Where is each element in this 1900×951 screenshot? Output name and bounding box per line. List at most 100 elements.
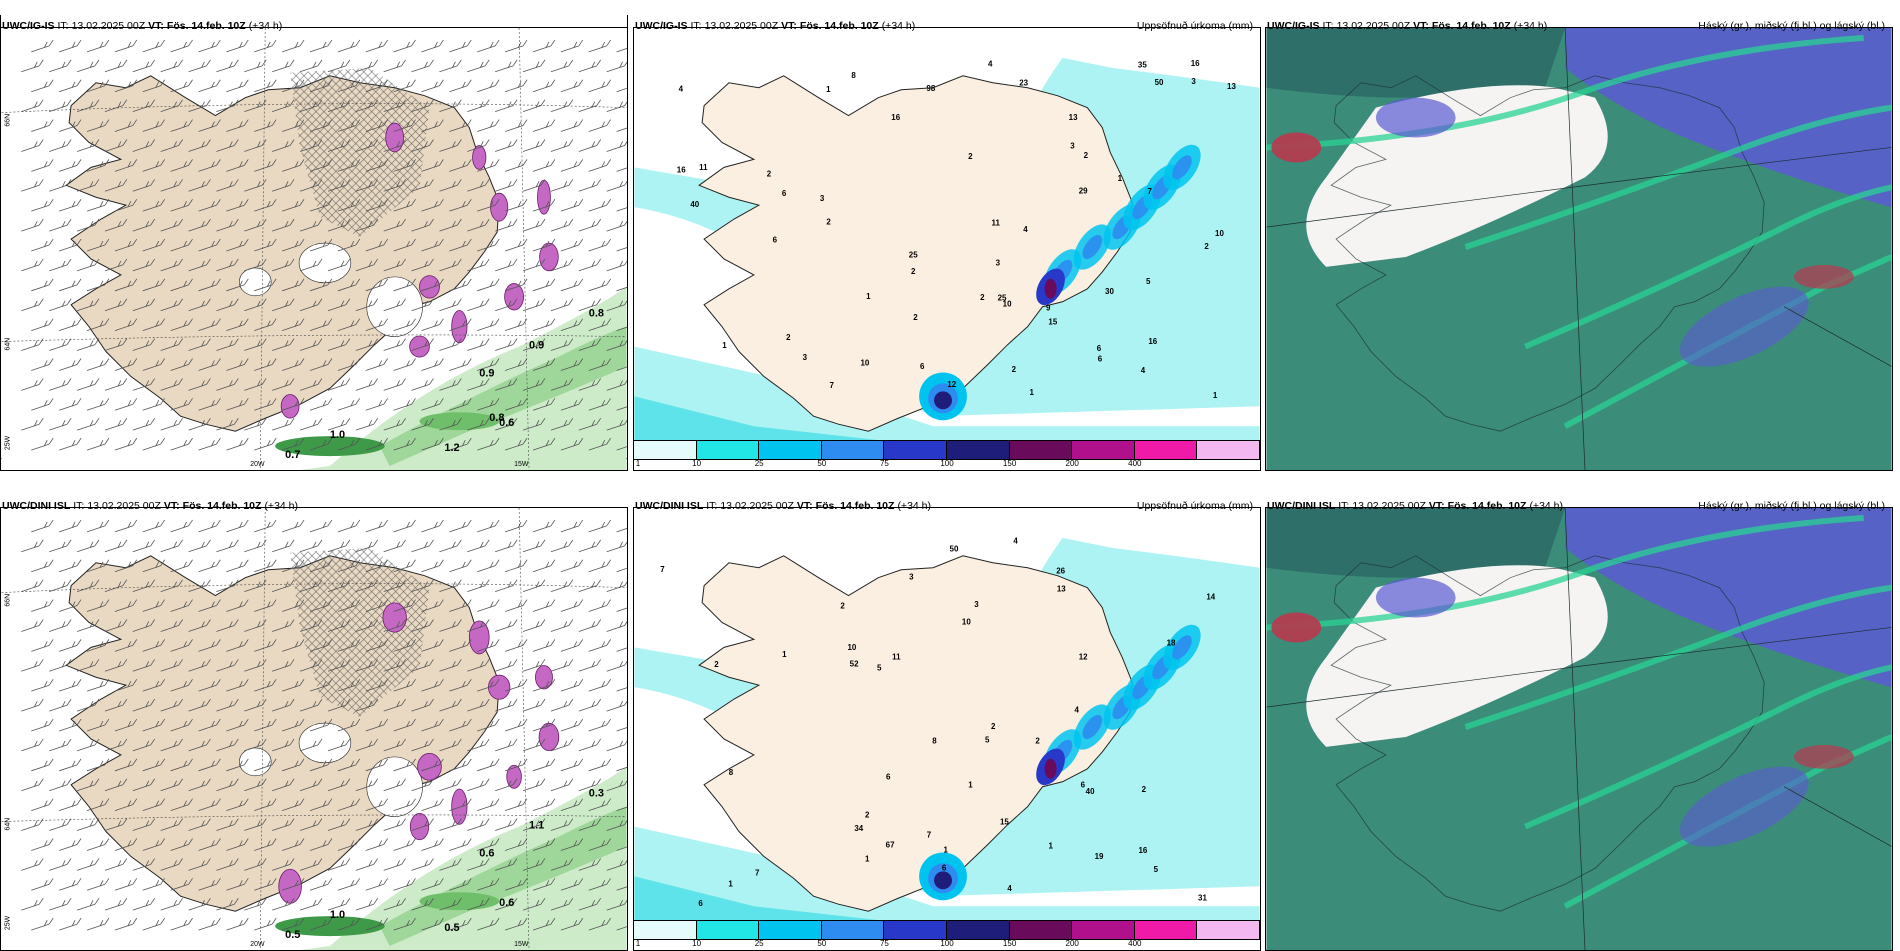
precip-value: 15: [1048, 317, 1057, 326]
header-run-time: 13.02.2025 00Z: [87, 500, 161, 512]
header-field-title: Háský (gr.), miðský (fj.bl.) og lágský (…: [1698, 20, 1885, 32]
precip-value: 15: [1000, 817, 1009, 826]
precip-value: 13: [1069, 113, 1078, 122]
header-run-prefix: IT:: [690, 20, 702, 32]
precip-value: 1: [728, 880, 733, 889]
precip-value: 4: [1007, 884, 1012, 893]
legend-tick: 1: [635, 459, 641, 468]
precip-value: 2: [826, 217, 831, 226]
precip-value: 11: [892, 653, 901, 662]
probability-label: 0.5: [444, 922, 459, 934]
header-model: UWC/IG-IS: [635, 20, 688, 32]
precip-value: 2: [968, 152, 973, 161]
precip-value: 7: [1148, 187, 1153, 196]
header-lead-time: (+34 h): [881, 20, 916, 32]
panel-precip-bottom: 1 2 2 1 3 4 16 26 19 34 31 52 67 50 1 10 6 8 8 14 7 7 6 2 40 13 11…: [633, 507, 1261, 951]
precip-value: 35: [1138, 60, 1147, 69]
legend-swatch: [821, 921, 885, 939]
header-lead-time: (+34 h): [248, 20, 283, 32]
precip-value: 3: [1070, 142, 1075, 151]
precip-value: 4: [1074, 706, 1079, 715]
precip-value: 25: [909, 251, 918, 260]
panel-wind-top: 20W 15W 66N 64N 25W 0.8 0.9 0.9 0.6 1.0 1.2 0.7 0.8: [0, 27, 628, 471]
precip-value: 1: [722, 341, 727, 350]
header-model: UWC/DINI ISL: [2, 500, 71, 512]
header-lead-time: (+34 h): [1513, 20, 1548, 32]
precip-value: 16: [677, 165, 686, 174]
legend-swatch: [634, 441, 697, 459]
header-run-time: 13.02.2025 00Z: [704, 20, 779, 32]
precip-value: 6: [1081, 780, 1086, 789]
precip-value: 11: [991, 218, 1000, 227]
lat-label: 25W: [4, 915, 11, 930]
probability-label: 0.3: [589, 788, 604, 800]
precip-value: 4: [1141, 366, 1146, 375]
precip-value: 98: [926, 84, 935, 93]
lon-label: 15W: [514, 941, 529, 948]
header-run-prefix: IT:: [73, 500, 85, 512]
precip-value: 10: [1215, 229, 1224, 238]
precip-value: 4: [988, 60, 993, 69]
cloud-map: [1266, 28, 1892, 470]
precip-value: 19: [1095, 852, 1104, 861]
probability-label: 0.9: [479, 367, 494, 379]
precip-value: 3: [1191, 77, 1196, 86]
precip-value: 50: [1155, 78, 1164, 87]
legend-tick: 150: [1002, 459, 1017, 468]
legend-swatch: [1197, 441, 1260, 459]
precip-value: 2: [1035, 737, 1040, 746]
precip-value: 16: [1139, 846, 1148, 855]
header-run-time: 13.02.2025 00Z: [1352, 500, 1426, 512]
header-model: UWC/IG-IS: [2, 20, 55, 32]
legend-tick: 200: [1065, 939, 1079, 948]
probability-label: 1.0: [330, 429, 345, 441]
legend-swatch: [759, 921, 822, 939]
precip-value: 14: [1206, 593, 1215, 602]
header-run-time: 13.02.2025 00Z: [1336, 20, 1411, 32]
precip-value: 26: [1056, 567, 1065, 576]
legend-tick: 200: [1065, 459, 1079, 468]
legend-tick: 400: [1128, 459, 1142, 468]
precip-value: 4: [1023, 225, 1028, 234]
precip-value: 7: [830, 381, 835, 390]
precip-value: 2: [767, 170, 772, 179]
header-run-prefix: IT:: [57, 20, 69, 32]
legend-tick: 25: [754, 459, 764, 468]
precip-value: 6: [773, 236, 778, 245]
precip-value: 2: [1204, 242, 1209, 251]
legend-swatch: [1134, 441, 1198, 459]
header-lead-time: (+34 h): [1529, 500, 1563, 512]
precip-value: 2: [911, 267, 916, 276]
precip-value: 3: [996, 258, 1001, 267]
header-lead-time: (+34 h): [264, 500, 298, 512]
legend-tick: 10: [692, 939, 702, 948]
precip-value: 2: [865, 811, 870, 820]
header-vt-prefix: VT:: [781, 20, 797, 32]
precip-value: 1: [782, 650, 787, 659]
precip-value: 10: [861, 358, 870, 367]
precip-value: 5: [1154, 865, 1159, 874]
probability-shading: [275, 766, 627, 950]
header-vt-prefix: VT:: [1428, 500, 1445, 512]
legend-tick: 150: [1002, 939, 1017, 948]
precip-value: 11: [699, 163, 708, 172]
header-vt-prefix: VT:: [148, 20, 164, 32]
precip-value: 1: [826, 85, 831, 94]
precip-value: 4: [679, 85, 684, 94]
precip-value: 52: [850, 659, 859, 668]
precip-value: 12: [1079, 652, 1088, 661]
precip-value: 6: [1098, 355, 1103, 364]
precip-value: 25: [998, 293, 1007, 302]
precip-value: 2: [1142, 785, 1147, 794]
precip-value: 16: [1148, 337, 1157, 346]
precip-value: 2: [1084, 151, 1089, 160]
legend-tick: 100: [940, 459, 954, 468]
legend-swatch: [1134, 921, 1198, 939]
lat-label: 66N: [4, 594, 11, 607]
precip-value: 5: [1146, 277, 1151, 286]
legend-swatch: [1197, 921, 1260, 939]
legend-swatch: [946, 921, 1010, 939]
probability-label: 0.9: [529, 340, 544, 352]
